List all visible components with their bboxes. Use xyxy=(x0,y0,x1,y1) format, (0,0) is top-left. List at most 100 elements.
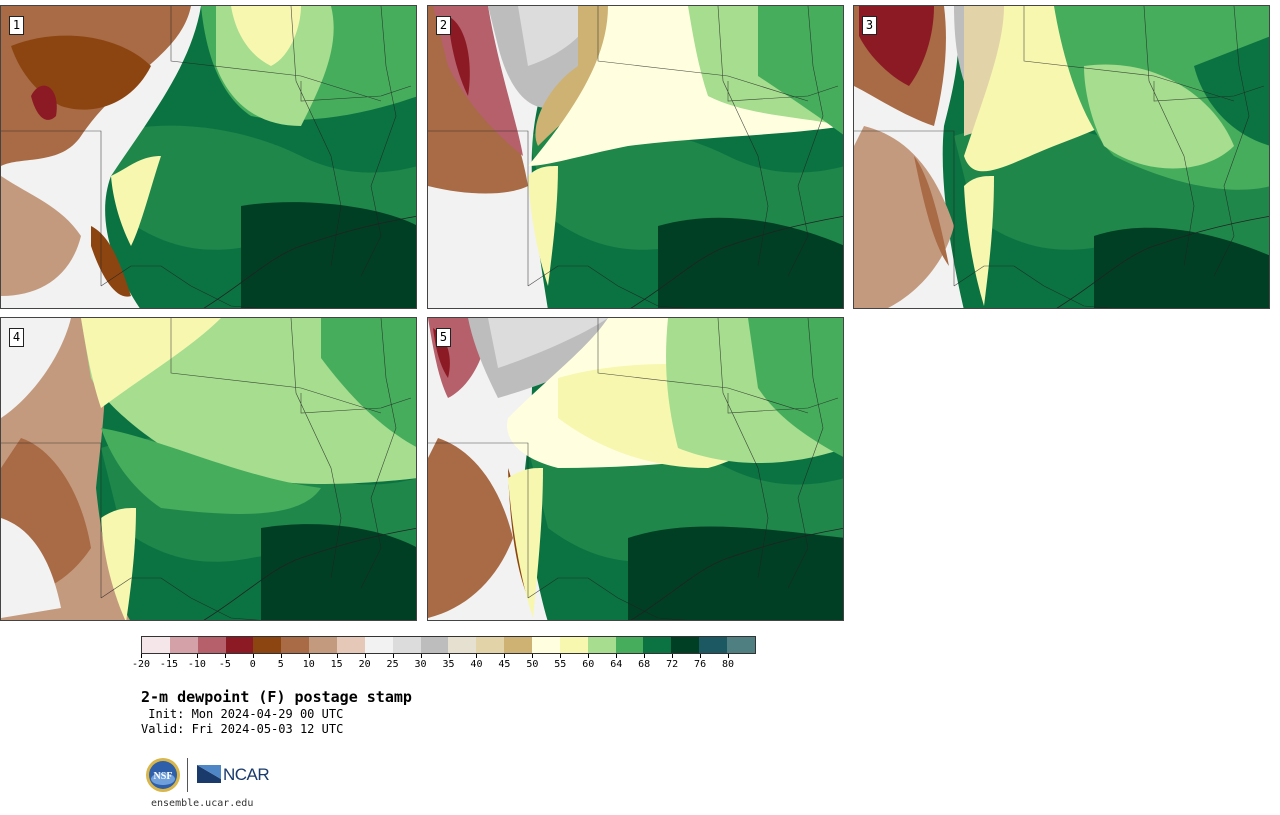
dewpoint-map-4 xyxy=(1,318,416,620)
colorbar-swatch xyxy=(392,637,421,653)
colorbar-tick-label: 45 xyxy=(498,659,511,670)
colorbar-tick-label: 20 xyxy=(358,659,371,670)
dewpoint-region xyxy=(31,85,57,120)
colorbar-tick xyxy=(252,654,254,658)
colorbar-tick xyxy=(476,654,478,658)
colorbar-tick xyxy=(420,654,422,658)
colorbar-swatch xyxy=(420,637,449,653)
colorbar-tick xyxy=(280,654,282,658)
colorbar-swatch xyxy=(643,637,672,653)
dewpoint-region xyxy=(914,156,949,266)
colorbar-tick xyxy=(224,654,226,658)
nsf-logo-icon: NSF xyxy=(146,758,180,792)
colorbar-tick xyxy=(560,654,562,658)
nsf-logo-text: NSF xyxy=(154,771,173,782)
colorbar-tick-label: 68 xyxy=(638,659,651,670)
panel-label-4: 4 xyxy=(9,328,24,347)
colorbar-tick-label: 10 xyxy=(302,659,315,670)
dewpoint-region xyxy=(508,468,543,618)
dewpoint-region xyxy=(231,6,301,66)
dewpoint-region xyxy=(101,428,321,514)
border-lines xyxy=(428,6,839,308)
colorbar-tick-label: 60 xyxy=(582,659,595,670)
colorbar-tick-label: 35 xyxy=(442,659,455,670)
colorbar-swatch xyxy=(169,637,198,653)
ncar-logo-icon xyxy=(197,765,221,783)
colorbar-swatch xyxy=(532,637,560,653)
moist-gradient xyxy=(954,125,1269,256)
colorbar-tick-label: -10 xyxy=(187,659,206,670)
state-borders xyxy=(1,6,412,308)
colorbar-tick xyxy=(532,654,534,658)
coastline xyxy=(1056,215,1269,308)
border-lines xyxy=(787,6,824,277)
dewpoint-map-5 xyxy=(428,318,843,620)
colorbar-tick-label: 55 xyxy=(554,659,567,670)
colorbar-tick xyxy=(672,654,674,658)
colorbar-swatch xyxy=(448,637,477,653)
valid-time: Valid: Fri 2024-05-03 12 UTC xyxy=(141,722,344,736)
map-panel-3: 3 xyxy=(853,5,1270,309)
dewpoint-region xyxy=(261,524,416,620)
colorbar xyxy=(141,636,756,654)
panel-label-1: 1 xyxy=(9,16,24,35)
coastline xyxy=(630,215,843,308)
coastline xyxy=(630,527,843,620)
border-lines xyxy=(360,6,397,277)
colorbar-tick-label: 30 xyxy=(414,659,427,670)
colorbar-swatch xyxy=(253,637,282,653)
colorbar-tick-label: 72 xyxy=(666,659,679,670)
colorbar-tick-label: 40 xyxy=(470,659,483,670)
dewpoint-map-2 xyxy=(428,6,843,308)
logos: NSF NCAR xyxy=(145,755,285,795)
colorbar-tick xyxy=(700,654,702,658)
colorbar-tick xyxy=(448,654,450,658)
border-lines xyxy=(787,318,824,589)
dewpoint-region xyxy=(81,318,221,408)
border-lines xyxy=(854,6,1265,308)
dewpoint-region xyxy=(748,318,843,457)
dewpoint-region xyxy=(758,6,843,135)
colorbar-tick xyxy=(308,654,310,658)
state-borders xyxy=(1,318,412,620)
colorbar-swatch xyxy=(699,637,728,653)
colorbar-tick-label: 64 xyxy=(610,659,623,670)
colorbar-tick-label: 76 xyxy=(694,659,707,670)
dewpoint-region xyxy=(1,518,61,618)
colorbar-swatch xyxy=(671,637,700,653)
colorbar-swatch xyxy=(142,637,170,653)
state-borders xyxy=(428,6,839,308)
dewpoint-region xyxy=(1084,64,1234,169)
colorbar-swatch xyxy=(587,637,616,653)
colorbar-swatch xyxy=(727,637,755,653)
colorbar-tick xyxy=(141,654,142,658)
dewpoint-region xyxy=(321,318,416,447)
colorbar-swatch xyxy=(309,637,338,653)
dewpoint-region xyxy=(658,217,843,308)
colorbar-tick-label: -20 xyxy=(131,659,151,670)
map-panel-1: 1 xyxy=(0,5,417,309)
colorbar-swatch xyxy=(337,637,365,653)
panel-label-3: 3 xyxy=(862,16,877,35)
dewpoint-region xyxy=(964,176,994,306)
colorbar-swatch xyxy=(476,637,505,653)
colorbar-swatch xyxy=(504,637,533,653)
dewpoint-map-1 xyxy=(1,6,416,308)
dewpoint-region xyxy=(488,318,608,368)
colorbar-tick-label: 0 xyxy=(249,659,256,670)
map-panel-2: 2 xyxy=(427,5,844,309)
border-lines xyxy=(1,6,412,308)
colorbar-swatch xyxy=(225,637,254,653)
colorbar-swatch xyxy=(615,637,644,653)
dewpoint-region xyxy=(628,526,843,620)
init-time: Init: Mon 2024-04-29 00 UTC xyxy=(141,707,344,721)
colorbar-tick xyxy=(168,654,170,658)
coastline xyxy=(203,527,416,620)
dewpoint-region xyxy=(111,156,161,246)
colorbar-tick xyxy=(644,654,646,658)
border-lines xyxy=(1,318,412,620)
logo-divider xyxy=(187,758,188,792)
colorbar-swatch xyxy=(281,637,310,653)
colorbar-tick-label: 25 xyxy=(386,659,399,670)
colorbar-tick xyxy=(588,654,590,658)
